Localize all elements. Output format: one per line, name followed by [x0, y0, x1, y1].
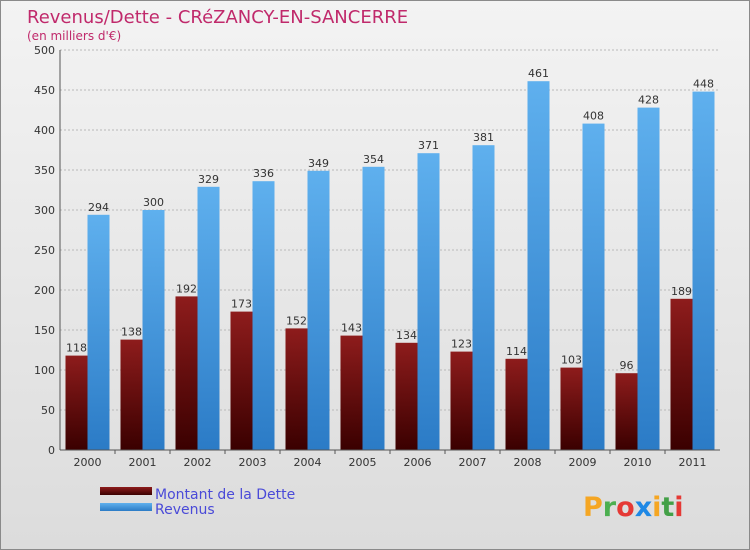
y-tick-label: 450 [34, 84, 55, 97]
x-tick-label: 2000 [74, 456, 102, 469]
bar-dette [120, 339, 143, 450]
y-tick-label: 200 [34, 284, 55, 297]
bar-revenus [197, 186, 220, 451]
value-label-revenus: 408 [583, 110, 604, 123]
bar-revenus [527, 81, 550, 450]
value-label-dette: 118 [66, 342, 87, 355]
value-label-dette: 189 [671, 285, 692, 298]
value-label-dette: 192 [176, 282, 197, 295]
value-label-dette: 96 [620, 359, 634, 372]
x-tick-label: 2002 [184, 456, 212, 469]
x-tick-label: 2008 [514, 456, 542, 469]
bar-revenus [362, 166, 385, 451]
value-label-dette: 138 [121, 326, 142, 339]
value-label-dette: 173 [231, 298, 252, 311]
proxiti-logo-letter: t [661, 492, 674, 523]
proxiti-logo-letter: o [616, 492, 635, 523]
value-label-revenus: 448 [693, 78, 714, 91]
x-tick-label: 2010 [624, 456, 652, 469]
proxiti-logo-text: Proxiti [583, 492, 684, 523]
legend-swatch-revenus [100, 503, 152, 511]
value-label-revenus: 428 [638, 94, 659, 107]
value-label-dette: 103 [561, 354, 582, 367]
value-label-dette: 143 [341, 322, 362, 335]
y-axis: 0 50 100 150 200 250 300 350 400 450 500 [34, 44, 61, 457]
value-label-revenus: 371 [418, 139, 439, 152]
legend: Montant de la Dette Revenus [100, 487, 295, 518]
bar-dette [450, 351, 473, 450]
value-label-revenus: 354 [363, 153, 384, 166]
bar-revenus [472, 145, 495, 450]
proxiti-logo-letter: r [603, 492, 617, 523]
bars: 118 294 138 300 192 329 173 336 152 349 143 354 134 3… [65, 67, 715, 451]
value-label-revenus: 461 [528, 67, 549, 80]
x-tick-label: 2011 [679, 456, 707, 469]
bar-dette [175, 296, 198, 450]
y-tick-label: 100 [34, 364, 55, 377]
bar-dette [65, 355, 88, 450]
bar-dette [615, 373, 638, 450]
proxiti-logo-letter: i [652, 492, 661, 523]
bar-revenus [417, 153, 440, 450]
value-label-revenus: 294 [88, 201, 109, 214]
bar-revenus [307, 170, 330, 451]
bar-revenus [87, 214, 110, 450]
y-tick-label: 50 [41, 404, 55, 417]
y-tick-label: 150 [34, 324, 55, 337]
proxiti-logo: Proxiti [583, 492, 684, 523]
x-tick-label: 2007 [459, 456, 487, 469]
bar-dette [340, 335, 363, 450]
chart-subtitle: (en milliers d'€) [27, 29, 121, 43]
x-tick-label: 2005 [349, 456, 377, 469]
chart-title: Revenus/Dette - CRéZANCY-EN-SANCERRE [27, 7, 408, 28]
y-tick-label: 350 [34, 164, 55, 177]
value-label-revenus: 381 [473, 131, 494, 144]
y-tick-label: 500 [34, 44, 55, 57]
bar-dette [560, 367, 583, 450]
bar-revenus [142, 210, 165, 450]
value-label-dette: 152 [286, 314, 307, 327]
value-label-dette: 114 [506, 345, 527, 358]
bar-revenus [637, 107, 660, 450]
x-tick-label: 2003 [239, 456, 267, 469]
x-axis: 2000 2001 2002 2003 2004 2005 2006 2007 2008 2009… [60, 449, 720, 469]
y-tick-label: 300 [34, 204, 55, 217]
value-label-revenus: 300 [143, 196, 164, 209]
bar-revenus [692, 91, 715, 450]
proxiti-logo-letter: P [583, 492, 603, 523]
x-tick-label: 2004 [294, 456, 322, 469]
bar-dette [285, 328, 308, 450]
legend-label-dette: Montant de la Dette [155, 487, 295, 503]
bar-dette [230, 311, 253, 450]
legend-label-revenus: Revenus [155, 502, 215, 518]
value-label-dette: 134 [396, 329, 417, 342]
bar-revenus [252, 181, 275, 450]
x-tick-label: 2001 [129, 456, 157, 469]
value-label-dette: 123 [451, 338, 472, 351]
proxiti-logo-letter: i [674, 492, 683, 523]
value-label-revenus: 336 [253, 167, 274, 180]
y-tick-label: 250 [34, 244, 55, 257]
value-label-revenus: 329 [198, 173, 219, 186]
bar-dette [670, 298, 693, 450]
x-tick-label: 2006 [404, 456, 432, 469]
legend-swatch-dette [100, 487, 152, 495]
bar-revenus [582, 123, 605, 450]
proxiti-logo-letter: x [635, 492, 652, 523]
y-tick-label: 0 [48, 444, 55, 457]
bar-dette [395, 342, 418, 450]
x-tick-label: 2009 [569, 456, 597, 469]
value-label-revenus: 349 [308, 157, 329, 170]
bar-dette [505, 358, 528, 450]
y-tick-label: 400 [34, 124, 55, 137]
